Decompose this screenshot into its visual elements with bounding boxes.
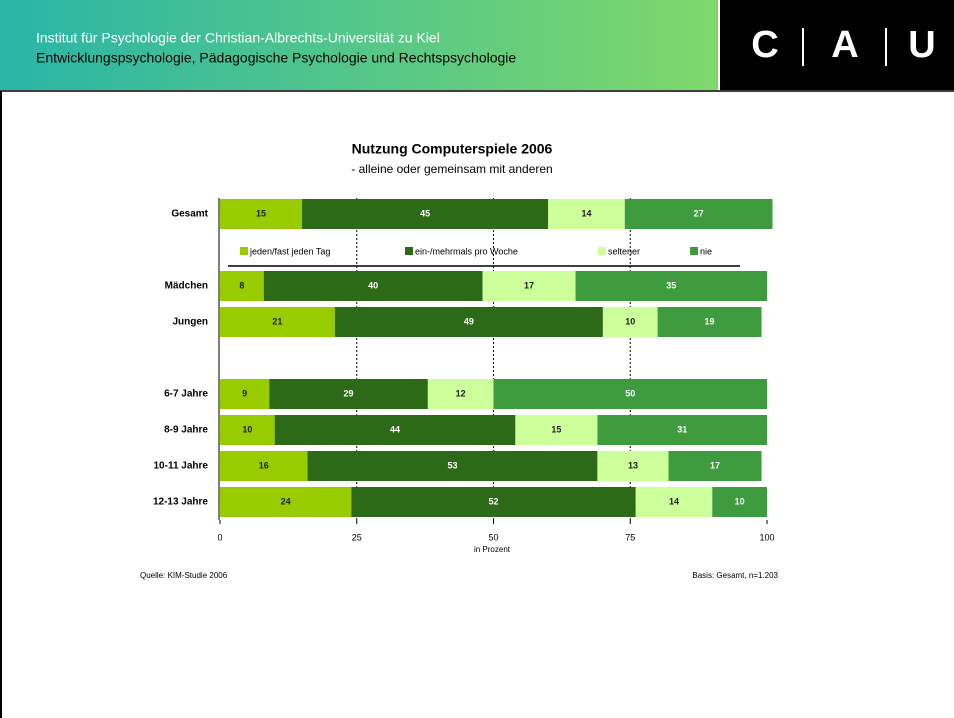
value-label: 14	[581, 208, 591, 218]
value-label: 44	[390, 424, 400, 434]
bar-segment	[274, 415, 516, 445]
value-label: 31	[677, 424, 687, 434]
logo-letter: C	[751, 24, 778, 66]
bar-segment	[482, 271, 576, 301]
legend-label: jeden/fast jeden Tag	[249, 246, 330, 256]
bar-segment	[657, 307, 762, 337]
header-line1: Institut für Psychologie der Christian-A…	[36, 30, 440, 46]
value-label: 21	[272, 316, 282, 326]
header-line2: Entwicklungspsychologie, Pädagogische Ps…	[36, 50, 516, 66]
bar-segment	[220, 451, 308, 481]
header-bar	[0, 0, 718, 90]
category-label: Mädchen	[165, 281, 208, 292]
bar-segment	[307, 451, 598, 481]
bar-segment	[548, 199, 625, 229]
legend-swatch	[598, 247, 606, 255]
bar-segment	[624, 199, 773, 229]
bar-segment	[712, 487, 767, 517]
bar-segment	[597, 415, 767, 445]
chart-subtitle: - alleine oder gemeinsam mit anderen	[351, 162, 552, 176]
logo-letter: U	[908, 24, 935, 66]
bar-segment	[263, 271, 483, 301]
value-label: 15	[551, 424, 561, 434]
legend-swatch	[405, 247, 413, 255]
bar-segment	[220, 199, 303, 229]
bar-segment	[351, 487, 636, 517]
bar-segment	[269, 379, 428, 409]
category-label: Jungen	[172, 317, 208, 328]
value-label: 53	[447, 460, 457, 470]
legend-label: seltener	[608, 246, 640, 256]
bar-segment	[220, 487, 352, 517]
logo-box	[720, 0, 954, 90]
value-label: 50	[625, 388, 635, 398]
value-label: 15	[256, 208, 266, 218]
value-label: 19	[705, 316, 715, 326]
x-tick-label: 100	[759, 532, 774, 542]
legend-swatch	[690, 247, 698, 255]
value-label: 10	[625, 316, 635, 326]
value-label: 14	[669, 496, 679, 506]
bar-segment	[493, 379, 767, 409]
value-label: 12	[456, 388, 466, 398]
x-tick-label: 50	[488, 532, 498, 542]
bar-segment	[220, 271, 264, 301]
value-label: 16	[259, 460, 269, 470]
value-label: 40	[368, 280, 378, 290]
bar-segment	[220, 307, 335, 337]
category-label: Gesamt	[171, 209, 208, 220]
legend-label: ein-/mehrmals pro Woche	[415, 246, 518, 256]
bar-segment	[515, 415, 598, 445]
bar-segment	[602, 307, 658, 337]
source: Quelle: KIM-Studie 2006	[140, 571, 228, 580]
x-tick-label: 75	[625, 532, 635, 542]
bar-segment	[334, 307, 603, 337]
value-label: 13	[628, 460, 638, 470]
bar-segment	[635, 487, 713, 517]
value-label: 10	[242, 424, 252, 434]
bar-segment	[427, 379, 494, 409]
value-label: 49	[464, 316, 474, 326]
note: Basis: Gesamt, n=1.203	[692, 571, 778, 580]
value-label: 9	[242, 388, 247, 398]
logo-letter: A	[831, 24, 858, 66]
x-tick-label: 0	[217, 532, 222, 542]
value-label: 10	[735, 496, 745, 506]
bar-segment	[220, 379, 270, 409]
category-label: 6-7 Jahre	[164, 389, 208, 400]
bar-segment	[575, 271, 767, 301]
value-label: 17	[710, 460, 720, 470]
chart-title: Nutzung Computerspiele 2006	[352, 141, 553, 157]
value-label: 27	[694, 208, 704, 218]
x-tick-label: 25	[352, 532, 362, 542]
category-label: 10-11 Jahre	[154, 461, 209, 472]
category-label: 12-13 Jahre	[153, 497, 208, 508]
legend-swatch	[240, 247, 248, 255]
value-label: 29	[344, 388, 354, 398]
value-label: 35	[666, 280, 676, 290]
bar-segment	[668, 451, 762, 481]
value-label: 52	[488, 496, 498, 506]
category-label: 8-9 Jahre	[164, 425, 208, 436]
x-axis-label: in Prozent	[474, 545, 511, 554]
value-label: 45	[420, 208, 430, 218]
value-label: 17	[524, 280, 534, 290]
bar-segment	[220, 415, 275, 445]
bar-segment	[302, 199, 549, 229]
value-label: 24	[281, 496, 291, 506]
bar-segment	[597, 451, 669, 481]
legend-label: nie	[700, 246, 712, 256]
value-label: 8	[239, 280, 244, 290]
